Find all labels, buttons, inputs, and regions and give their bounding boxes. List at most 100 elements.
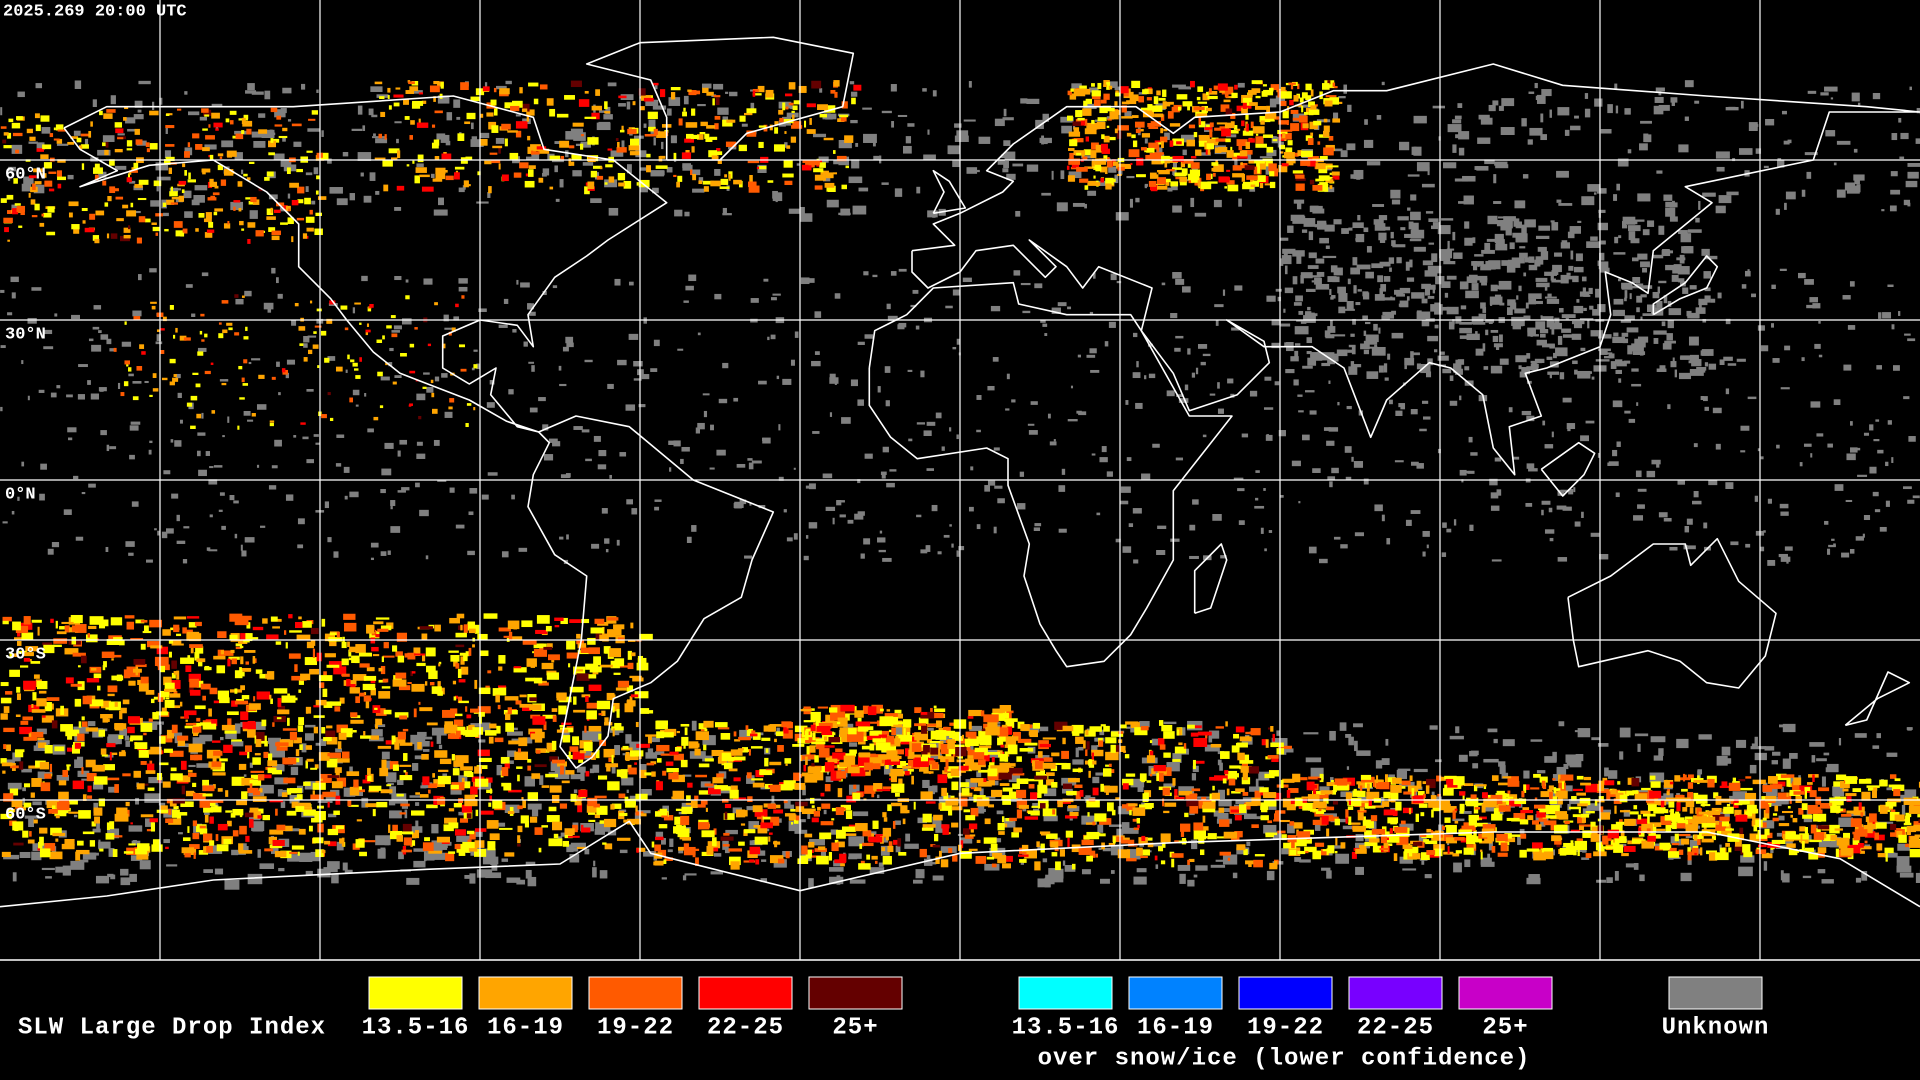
cloud-patch	[372, 809, 376, 817]
cloud-patch	[285, 494, 294, 501]
cloud-patch	[458, 278, 468, 284]
cloud-patch	[505, 712, 511, 721]
cloud-patch	[607, 629, 616, 638]
cloud-patch	[1331, 295, 1336, 299]
cloud-patch	[380, 789, 393, 794]
cloud-patch	[109, 446, 117, 450]
cloud-patch	[1233, 773, 1239, 778]
cloud-patch	[513, 624, 518, 630]
cloud-patch	[110, 874, 116, 880]
cloud-patch	[1383, 276, 1391, 282]
cloud-patch	[1491, 559, 1502, 562]
cloud-patch	[416, 163, 424, 168]
cloud-patch	[1230, 809, 1240, 813]
cloud-patch	[529, 704, 542, 711]
cloud-patch	[1155, 864, 1159, 869]
cloud-patch	[1556, 170, 1569, 178]
cloud-patch	[542, 290, 547, 296]
cloud-patch	[945, 305, 953, 309]
cloud-patch	[1622, 216, 1636, 225]
cloud-patch	[234, 130, 248, 135]
cloud-patch	[2, 521, 8, 524]
cloud-patch	[241, 791, 248, 800]
cloud-patch	[217, 690, 229, 700]
cloud-patch	[1809, 742, 1825, 747]
cloud-patch	[208, 845, 223, 854]
cloud-patch	[483, 613, 498, 619]
cloud-patch	[1676, 257, 1686, 261]
cloud-patch	[1493, 738, 1498, 744]
cloud-patch	[288, 653, 301, 659]
cloud-patch	[1464, 237, 1473, 246]
cloud-patch	[975, 856, 987, 864]
cloud-patch	[761, 859, 767, 862]
cloud-patch	[1264, 548, 1267, 552]
cloud-patch	[1297, 394, 1303, 397]
cloud-patch	[101, 651, 115, 658]
cloud-patch	[508, 389, 514, 395]
cloud-patch	[1346, 405, 1352, 410]
cloud-patch	[528, 728, 543, 735]
cloud-patch	[287, 717, 290, 726]
cloud-patch	[760, 878, 767, 883]
cloud-patch	[1631, 368, 1639, 372]
cloud-patch	[390, 506, 393, 510]
cloud-patch	[1658, 225, 1665, 235]
cloud-patch	[456, 613, 465, 619]
cloud-patch	[604, 722, 613, 726]
cloud-patch	[553, 833, 559, 839]
cloud-patch	[1083, 796, 1096, 799]
cloud-patch	[941, 824, 950, 829]
cloud-patch	[202, 695, 206, 701]
cloud-patch	[638, 404, 646, 408]
cloud-patch	[711, 749, 724, 757]
cloud-patch	[305, 186, 309, 192]
cloud-patch	[170, 439, 174, 443]
cloud-patch	[1019, 859, 1025, 863]
cloud-patch	[129, 425, 139, 431]
cloud-patch	[1237, 742, 1248, 748]
cloud-patch	[1725, 482, 1734, 489]
cloud-patch	[259, 788, 263, 793]
cloud-patch	[680, 815, 690, 826]
cloud-patch	[1186, 800, 1199, 807]
cloud-patch	[675, 808, 687, 812]
cloud-patch	[1274, 792, 1282, 800]
cloud-patch	[355, 839, 365, 848]
cloud-patch	[137, 109, 142, 113]
cloud-patch	[380, 489, 386, 494]
cloud-patch	[1556, 766, 1567, 776]
cloud-patch	[1353, 169, 1364, 180]
cloud-patch	[118, 751, 126, 757]
cloud-patch	[1355, 238, 1364, 241]
cloud-patch	[1780, 387, 1790, 390]
cloud-patch	[1552, 751, 1557, 762]
cloud-patch	[1612, 449, 1618, 457]
cloud-patch	[1614, 83, 1618, 89]
cloud-patch	[59, 626, 65, 630]
cloud-patch	[559, 179, 564, 188]
cloud-patch	[1526, 877, 1541, 885]
cloud-patch	[566, 640, 576, 650]
cloud-patch	[1314, 277, 1322, 285]
cloud-patch	[1624, 410, 1631, 414]
cloud-patch	[523, 341, 528, 347]
cloud-patch	[227, 416, 230, 423]
cloud-patch	[1725, 388, 1730, 395]
cloud-patch	[1183, 743, 1187, 749]
cloud-patch	[1459, 321, 1472, 325]
cloud-patch	[1432, 796, 1442, 800]
cloud-patch	[1685, 835, 1693, 839]
cloud-patch	[125, 741, 130, 747]
cloud-patch	[185, 722, 197, 726]
cloud-patch	[898, 851, 907, 856]
cloud-patch	[224, 879, 240, 890]
cloud-patch	[1528, 874, 1540, 880]
cloud-patch	[1469, 524, 1474, 531]
cloud-patch	[871, 855, 878, 860]
cloud-patch	[1506, 263, 1516, 273]
cloud-patch	[666, 167, 673, 173]
cloud-patch	[800, 206, 805, 215]
cloud-patch	[1621, 282, 1633, 289]
cloud-patch	[415, 802, 420, 806]
